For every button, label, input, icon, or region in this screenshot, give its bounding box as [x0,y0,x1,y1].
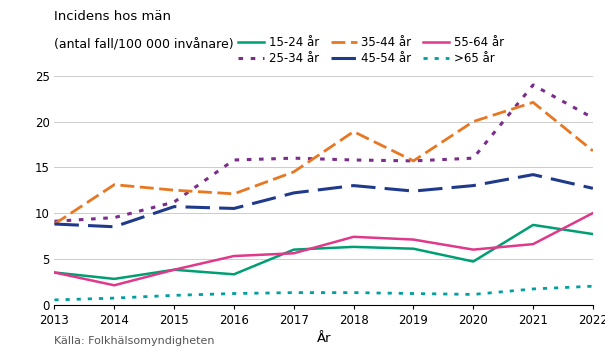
Text: Incidens hos män: Incidens hos män [54,10,171,23]
X-axis label: År: År [316,332,331,345]
Legend: 15-24 år, 25-34 år, 35-44 år, 45-54 år, 55-64 år, >65 år: 15-24 år, 25-34 år, 35-44 år, 45-54 år, … [238,36,504,65]
Text: Källa: Folkhälsomyndigheten: Källa: Folkhälsomyndigheten [54,336,215,346]
Text: (antal fall/100 000 invånare): (antal fall/100 000 invånare) [54,38,234,51]
